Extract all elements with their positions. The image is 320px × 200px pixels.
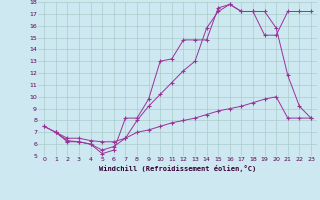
- X-axis label: Windchill (Refroidissement éolien,°C): Windchill (Refroidissement éolien,°C): [99, 165, 256, 172]
